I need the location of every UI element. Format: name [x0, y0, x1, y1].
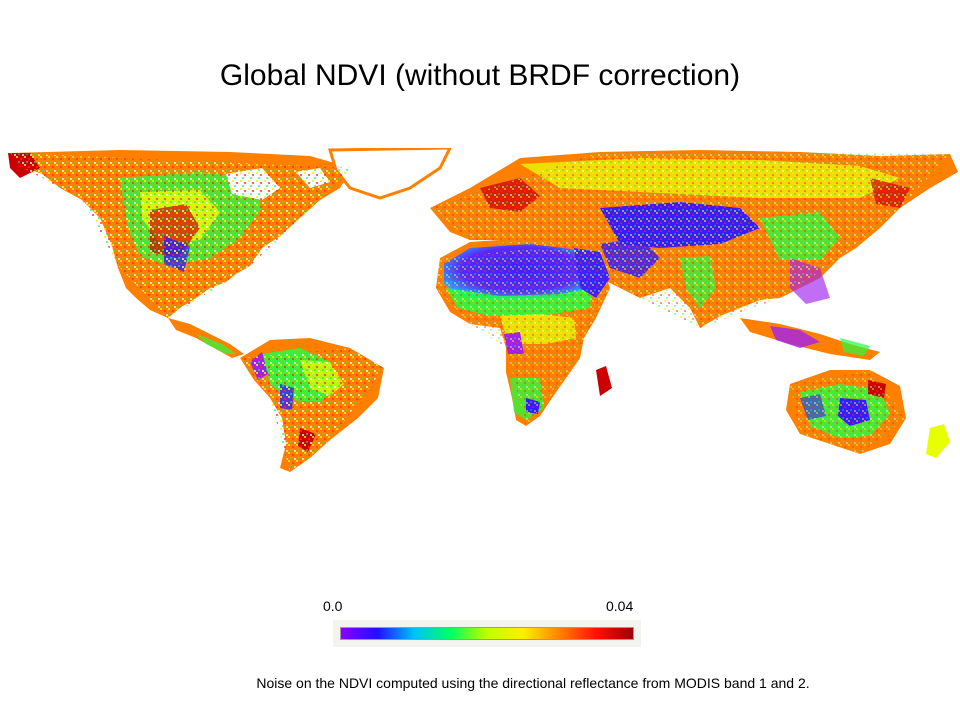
southeast-asia-islands — [740, 318, 880, 360]
noise-speckle-overlay — [10, 152, 950, 472]
colorbar — [340, 627, 634, 640]
new-zealand-land — [926, 424, 950, 458]
slide-caption: Noise on the NDVI computed using the dir… — [256, 675, 810, 691]
slide-title: Global NDVI (without BRDF correction) — [219, 59, 741, 92]
colorbar-min-label: 0.0 — [323, 598, 343, 614]
colorbar-max-label: 0.04 — [606, 598, 634, 614]
ndvi-noise-world-map — [0, 148, 960, 478]
greenland-land — [327, 148, 452, 200]
